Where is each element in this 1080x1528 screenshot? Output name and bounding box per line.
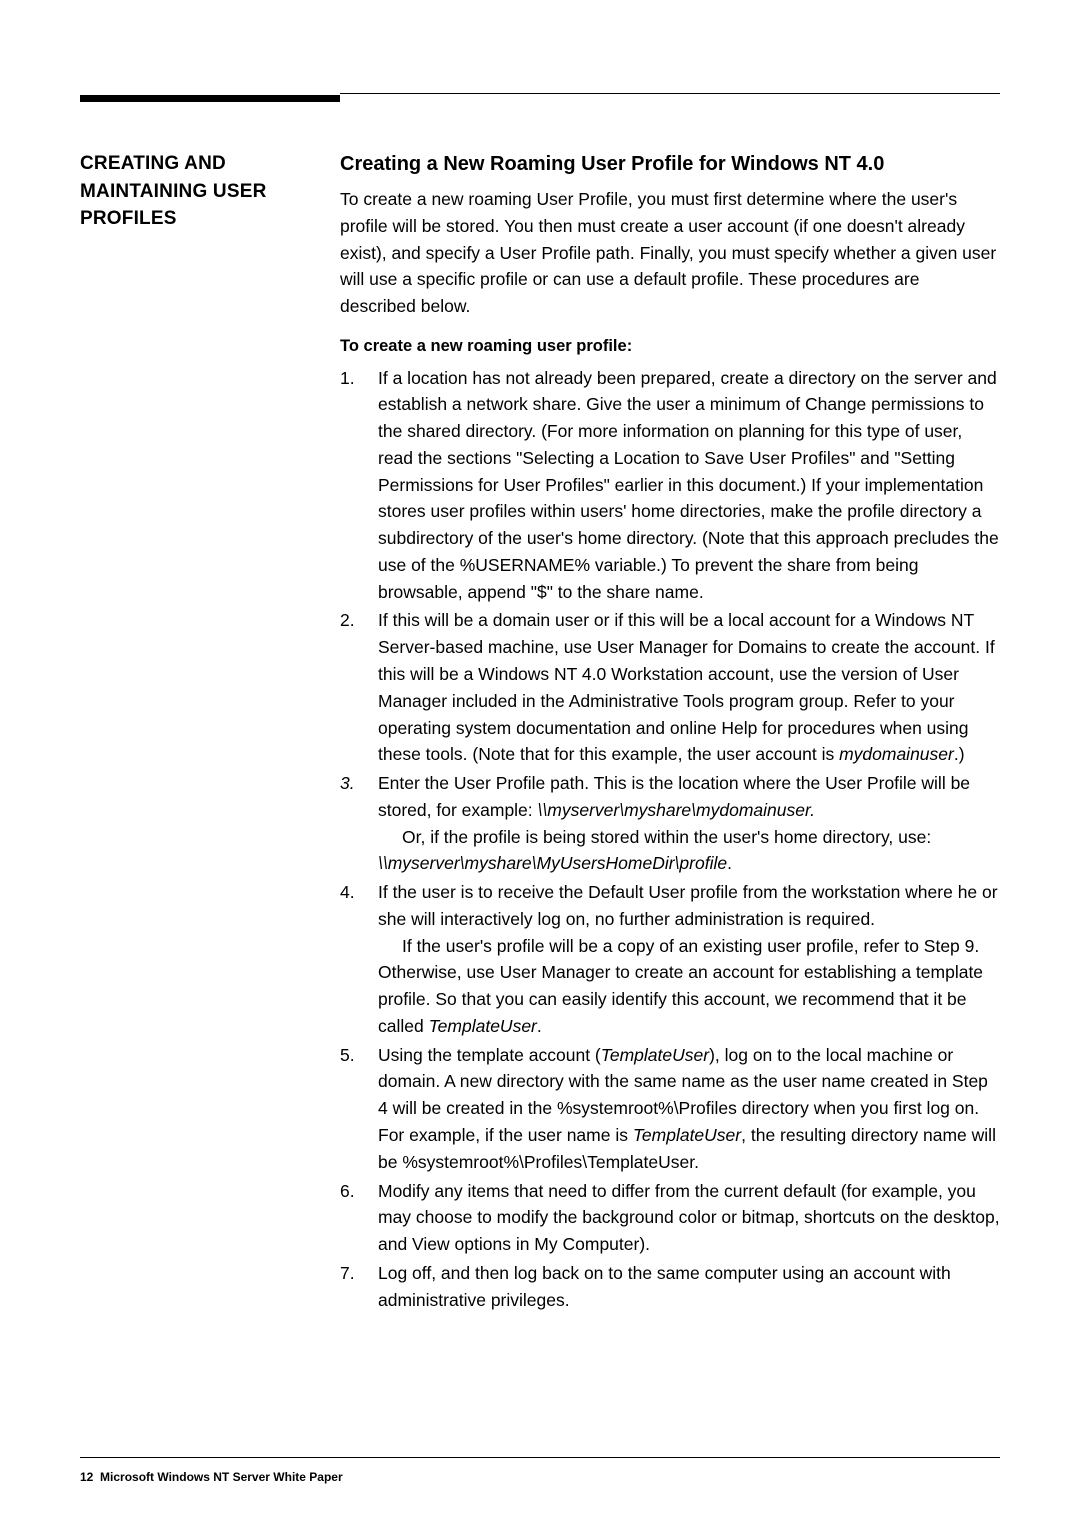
step-3-text-b: \\myserver\myshare\mydomainuser. xyxy=(538,800,815,820)
step-4: 4. If the user is to receive the Default… xyxy=(340,879,1000,1040)
step-5-text-a: Using the template account ( xyxy=(378,1045,601,1065)
step-6-text: Modify any items that need to differ fro… xyxy=(378,1181,1000,1255)
step-2-text-c: .) xyxy=(954,744,965,764)
step-5: 5. Using the template account (TemplateU… xyxy=(340,1042,1000,1176)
step-num-1: 1. xyxy=(340,365,368,392)
step-num-6: 6. xyxy=(340,1178,368,1205)
step-3-text-indent: Or, if the profile is being stored withi… xyxy=(378,824,1000,851)
step-4-text-indent: If the user's profile will be a copy of … xyxy=(378,933,1000,1040)
step-3-text-c: Or, if the profile is being stored withi… xyxy=(402,827,931,847)
step-3: 3. Enter the User Profile path. This is … xyxy=(340,770,1000,877)
step-4-text-a: If the user is to receive the Default Us… xyxy=(378,882,998,929)
top-thick-rule xyxy=(80,95,340,102)
sub-heading: To create a new roaming user profile: xyxy=(340,334,1000,359)
sidebar: CREATING AND MAINTAINING USER PROFILES xyxy=(80,150,340,1315)
step-3-text-e: . xyxy=(727,853,732,873)
step-1: 1. If a location has not already been pr… xyxy=(340,365,1000,606)
step-2: 2. If this will be a domain user or if t… xyxy=(340,607,1000,768)
step-num-3: 3. xyxy=(340,770,368,797)
footer-title: Microsoft Windows NT Server White Paper xyxy=(100,1470,343,1484)
step-6: 6. Modify any items that need to differ … xyxy=(340,1178,1000,1258)
footer-text: 12 Microsoft Windows NT Server White Pap… xyxy=(80,1470,343,1484)
step-num-5: 5. xyxy=(340,1042,368,1069)
step-num-2: 2. xyxy=(340,607,368,634)
step-2-text-a: If this will be a domain user or if this… xyxy=(378,610,995,764)
step-5-text-b: TemplateUser xyxy=(601,1045,709,1065)
step-7-text: Log off, and then log back on to the sam… xyxy=(378,1263,951,1310)
step-2-text-b: mydomainuser xyxy=(839,744,954,764)
step-num-7: 7. xyxy=(340,1260,368,1287)
sidebar-heading: CREATING AND MAINTAINING USER PROFILES xyxy=(80,150,312,233)
step-4-text-d: . xyxy=(537,1016,542,1036)
step-1-text: If a location has not already been prepa… xyxy=(378,368,999,602)
intro-paragraph: To create a new roaming User Profile, yo… xyxy=(340,186,1000,320)
footer-page-number: 12 xyxy=(80,1470,93,1484)
steps-list: 1. If a location has not already been pr… xyxy=(340,365,1000,1314)
top-thin-rule xyxy=(340,93,1000,94)
step-4-text-c: TemplateUser xyxy=(429,1016,537,1036)
page-container: CREATING AND MAINTAINING USER PROFILES C… xyxy=(0,0,1080,1375)
step-3-text-d: \\myserver\myshare\MyUsersHomeDir\profil… xyxy=(378,853,727,873)
step-5-text-d: TemplateUser xyxy=(633,1125,741,1145)
step-7: 7. Log off, and then log back on to the … xyxy=(340,1260,1000,1314)
main-heading: Creating a New Roaming User Profile for … xyxy=(340,150,1000,179)
content-wrap: CREATING AND MAINTAINING USER PROFILES C… xyxy=(80,150,1000,1315)
step-num-4: 4. xyxy=(340,879,368,906)
main-content: Creating a New Roaming User Profile for … xyxy=(340,150,1000,1315)
footer-rule xyxy=(80,1457,1000,1459)
